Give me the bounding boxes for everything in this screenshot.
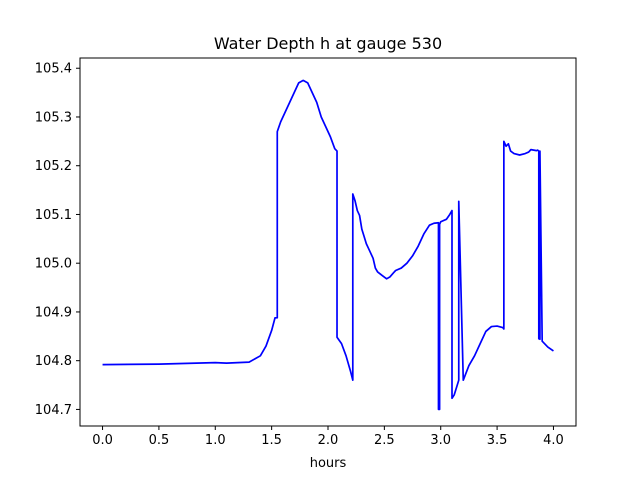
x-tick-label: 3.0 — [430, 433, 451, 448]
x-axis-ticks: 0.0 0.5 1.0 1.5 2.0 2.5 3.0 3.5 4.0 — [92, 426, 564, 448]
y-tick-label: 104.7 — [35, 403, 72, 418]
series-line-0 — [102, 79, 554, 411]
x-tick-label: 1.5 — [261, 433, 282, 448]
x-tick-label: 2.5 — [374, 433, 395, 448]
y-tick-label: 105.0 — [35, 257, 72, 272]
x-tick-label: 0.5 — [149, 433, 170, 448]
y-tick-label: 104.9 — [35, 305, 72, 320]
chart-title: Water Depth h at gauge 530 — [214, 34, 442, 53]
y-axis-ticks: 104.7 104.8 104.9 105.0 105.1 105.2 105.3 105.4 — [35, 62, 80, 418]
x-tick-label: 2.0 — [318, 433, 339, 448]
y-tick-label: 104.8 — [35, 354, 72, 369]
x-tick-label: 3.5 — [487, 433, 508, 448]
x-tick-label: 1.0 — [205, 433, 226, 448]
series-layer — [102, 79, 554, 411]
y-tick-label: 105.4 — [35, 62, 72, 77]
x-axis-label: hours — [310, 456, 347, 471]
x-tick-label: 0.0 — [92, 433, 113, 448]
x-tick-label: 4.0 — [543, 433, 564, 448]
y-tick-label: 105.2 — [35, 159, 72, 174]
y-tick-label: 105.1 — [35, 208, 72, 223]
y-tick-label: 105.3 — [35, 110, 72, 125]
